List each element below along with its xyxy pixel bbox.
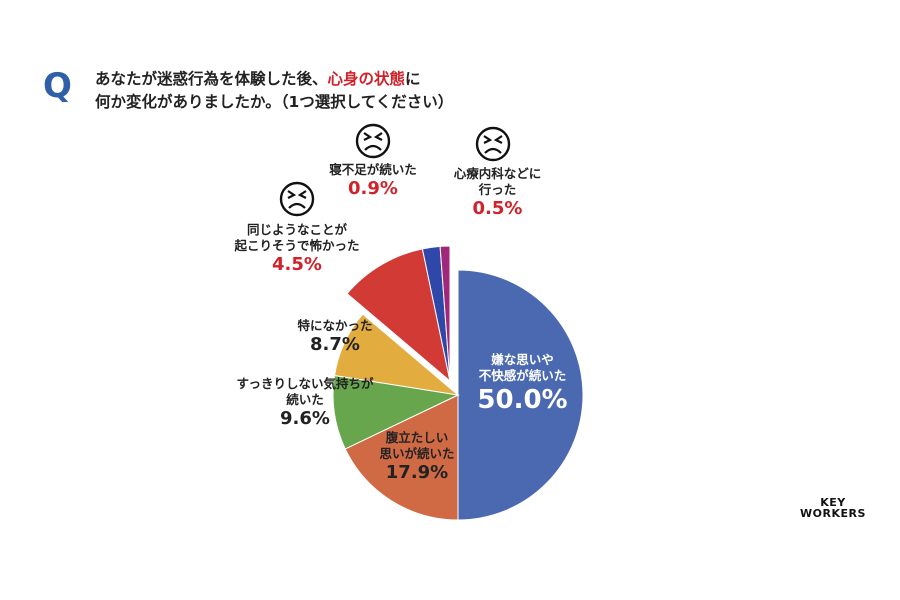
distressed-face-icon: [355, 123, 391, 159]
label-value: 0.5%: [472, 198, 523, 219]
label-text: 心療内科などに: [453, 166, 542, 181]
question-highlight: 心身の状態: [327, 70, 406, 88]
question-mark: Q: [43, 66, 72, 106]
label-slice-1: 腹立たしい 思いが続いた 17.9%: [362, 430, 472, 484]
logo-line1: KEY: [820, 496, 846, 509]
label-text: 嫌な思いや: [491, 352, 554, 367]
label-slice-5: 寝不足が続いた 0.9%: [318, 162, 428, 200]
label-text: 特になかった: [297, 318, 373, 333]
pie-slice-4: [346, 248, 451, 383]
keyworkers-logo: KEY WORKERS: [800, 497, 866, 519]
pie-slice-6: [439, 245, 451, 382]
label-text: 寝不足が続いた: [329, 162, 417, 177]
label-slice-3: 特になかった 8.7%: [285, 318, 385, 356]
pie-slice-1: [344, 394, 459, 521]
label-value: 4.5%: [272, 254, 322, 275]
pie-slice-2: [332, 374, 460, 450]
pie-slice-3: [333, 313, 460, 396]
pie-slice-0: [457, 269, 584, 521]
label-text: 思いが続いた: [379, 446, 455, 461]
label-text: 起こりそうで怖かった: [234, 238, 360, 253]
label-value: 8.7%: [310, 334, 360, 355]
label-value: 9.6%: [280, 408, 330, 429]
label-slice-4: 同じようなことが 起こりそうで怖かった 4.5%: [222, 222, 372, 276]
label-slice-6: 心療内科などに 行った 0.5%: [440, 166, 555, 220]
question-line1-before: あなたが迷惑行為を体験した後、: [95, 70, 328, 88]
label-text: 腹立たしい: [385, 430, 449, 445]
distressed-face-icon: [475, 126, 511, 162]
question-line1-after: に: [405, 70, 421, 88]
label-text: 行った: [478, 182, 517, 197]
label-text: 同じようなことが: [246, 222, 347, 237]
label-value: 0.9%: [348, 178, 398, 199]
label-slice-0: 嫌な思いや 不快感が続いた 50.0%: [455, 352, 590, 416]
question-text: あなたが迷惑行為を体験した後、心身の状態に 何か変化がありましたか。（1つ選択し…: [95, 68, 453, 114]
label-text: すっきりしない気持ちが: [236, 376, 374, 391]
distressed-face-icon: [279, 181, 315, 217]
label-slice-2: すっきりしない気持ちが 続いた 9.6%: [225, 376, 385, 430]
question-line2: 何か変化がありましたか。（1つ選択してください）: [95, 93, 454, 111]
label-value: 17.9%: [385, 462, 449, 483]
label-text: 不快感が続いた: [478, 368, 567, 383]
label-value: 50.0%: [477, 385, 568, 415]
logo-line2: WORKERS: [800, 507, 866, 520]
label-text: 続いた: [286, 392, 324, 407]
